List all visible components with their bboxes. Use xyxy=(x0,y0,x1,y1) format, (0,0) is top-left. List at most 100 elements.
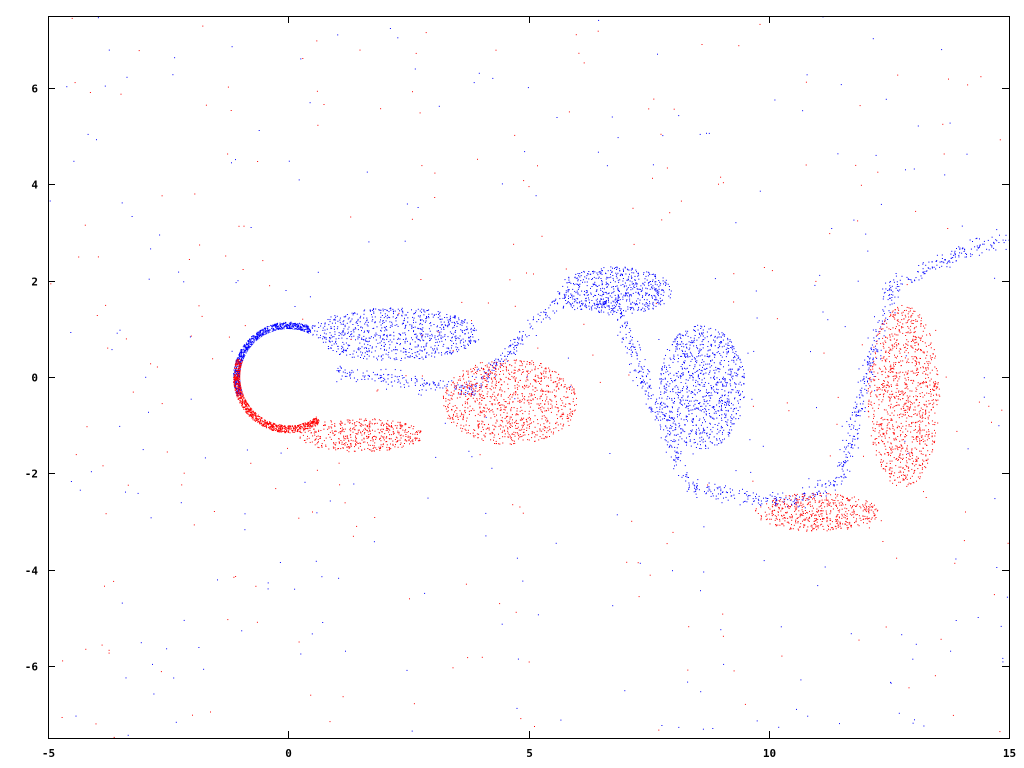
particle-point xyxy=(263,330,265,332)
particle-point xyxy=(307,332,309,334)
particle-point xyxy=(732,389,734,391)
particle-point xyxy=(870,347,872,349)
particle-point xyxy=(474,393,476,395)
particle-point xyxy=(423,340,425,342)
particle-point xyxy=(589,273,591,275)
particle-point xyxy=(452,336,453,338)
particle-point xyxy=(383,342,385,344)
particle-point xyxy=(737,355,739,357)
particle-point xyxy=(710,397,712,399)
particle-point xyxy=(649,274,651,275)
particle-point xyxy=(357,318,359,320)
particle-point xyxy=(726,384,727,386)
particle-point xyxy=(238,385,240,387)
particle-point xyxy=(825,495,827,497)
particle-point xyxy=(386,388,387,390)
particle-point xyxy=(719,342,721,344)
particle-point xyxy=(719,342,721,343)
particle-point xyxy=(715,383,717,385)
particle-point xyxy=(294,324,296,326)
particle-point xyxy=(644,278,646,280)
particle-point xyxy=(246,409,247,411)
particle-point xyxy=(704,337,706,339)
particle-point xyxy=(626,279,628,281)
particle-point xyxy=(389,339,391,341)
particle-point xyxy=(868,360,870,362)
particle-point xyxy=(469,387,471,389)
particle-point xyxy=(847,432,849,434)
particle-point xyxy=(596,303,598,305)
particle-point xyxy=(336,381,338,383)
particle-point xyxy=(735,386,736,388)
particle-point xyxy=(636,271,637,273)
particle-point xyxy=(316,512,318,514)
particle-point xyxy=(961,225,963,227)
particle-point xyxy=(487,381,489,383)
particle-point xyxy=(780,497,782,499)
particle-point xyxy=(705,414,707,416)
particle-point xyxy=(637,272,639,274)
particle-point xyxy=(662,414,664,415)
particle-point xyxy=(846,469,848,471)
particle-point xyxy=(604,301,606,303)
particle-point xyxy=(821,485,823,487)
particle-point xyxy=(397,378,399,380)
particle-point xyxy=(656,398,658,400)
particle-point xyxy=(699,350,701,352)
particle-point xyxy=(880,355,882,357)
particle-point xyxy=(325,333,327,335)
particle-point xyxy=(383,317,385,319)
particle-point xyxy=(357,348,359,350)
particle-point xyxy=(286,324,288,326)
particle-point xyxy=(348,317,350,319)
particle-point xyxy=(364,323,366,325)
particle-point xyxy=(421,311,422,313)
particle-point xyxy=(720,409,722,411)
particle-point xyxy=(697,375,699,377)
particle-point xyxy=(436,349,438,351)
particle-point xyxy=(746,501,748,503)
particle-point xyxy=(600,271,602,273)
particle-point xyxy=(584,276,586,278)
particle-point xyxy=(401,357,402,359)
particle-point xyxy=(407,382,409,384)
particle-point xyxy=(880,358,882,360)
particle-point xyxy=(376,326,378,328)
particle-point xyxy=(625,333,627,335)
particle-point xyxy=(648,385,650,387)
particle-point xyxy=(331,322,333,324)
particle-point xyxy=(696,485,698,486)
particle-point xyxy=(421,335,423,337)
particle-point xyxy=(431,352,433,354)
particle-point xyxy=(324,329,326,331)
particle-point xyxy=(573,301,575,303)
particle-point xyxy=(872,349,874,351)
particle-point xyxy=(892,294,894,296)
particle-point xyxy=(383,373,385,375)
particle-point xyxy=(260,334,262,336)
particle-point xyxy=(235,380,237,382)
particle-point xyxy=(421,389,423,391)
particle-point xyxy=(734,353,736,355)
particle-point xyxy=(703,377,705,379)
particle-point xyxy=(662,135,664,137)
particle-point xyxy=(646,303,648,305)
particle-point xyxy=(651,296,653,298)
particle-point xyxy=(705,421,706,423)
particle-point xyxy=(294,588,296,590)
particle-point xyxy=(703,429,705,431)
particle-point xyxy=(843,464,845,466)
particle-point xyxy=(433,314,435,316)
particle-point xyxy=(238,379,239,381)
particle-point xyxy=(406,669,408,671)
particle-point xyxy=(75,715,77,717)
particle-point xyxy=(630,330,632,332)
particle-point xyxy=(683,419,685,421)
particle-point xyxy=(800,679,802,681)
particle-point xyxy=(346,322,348,324)
particle-point xyxy=(857,437,859,439)
particle-point xyxy=(255,337,257,339)
particle-point xyxy=(612,308,614,309)
particle-point xyxy=(374,316,376,318)
particle-point xyxy=(664,388,666,390)
